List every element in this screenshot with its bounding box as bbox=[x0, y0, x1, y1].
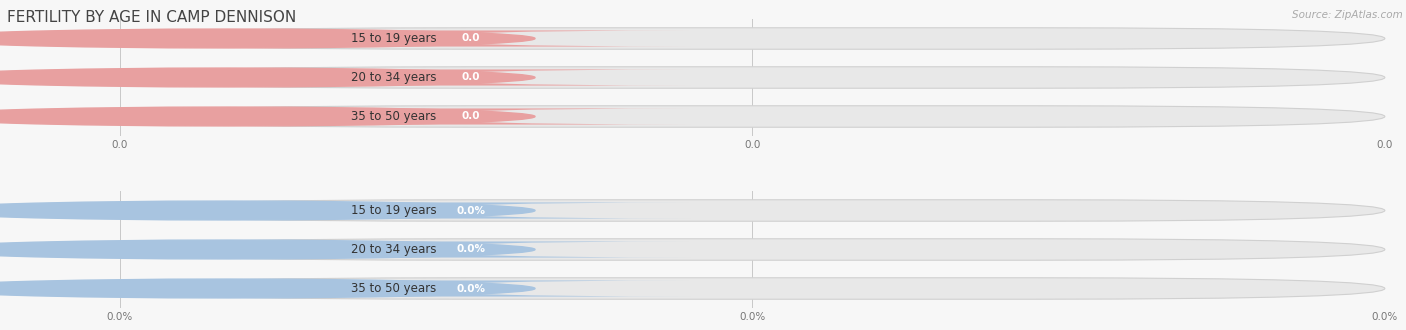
FancyBboxPatch shape bbox=[120, 67, 1385, 88]
FancyBboxPatch shape bbox=[120, 106, 1385, 127]
Text: 0.0: 0.0 bbox=[461, 34, 479, 44]
Text: Source: ZipAtlas.com: Source: ZipAtlas.com bbox=[1292, 10, 1403, 20]
Circle shape bbox=[0, 240, 536, 259]
FancyBboxPatch shape bbox=[120, 28, 1385, 49]
Text: FERTILITY BY AGE IN CAMP DENNISON: FERTILITY BY AGE IN CAMP DENNISON bbox=[7, 10, 297, 25]
Text: 15 to 19 years: 15 to 19 years bbox=[352, 204, 437, 217]
FancyBboxPatch shape bbox=[250, 242, 690, 257]
FancyBboxPatch shape bbox=[250, 109, 690, 124]
FancyBboxPatch shape bbox=[117, 201, 443, 220]
FancyBboxPatch shape bbox=[120, 200, 1385, 221]
FancyBboxPatch shape bbox=[117, 29, 443, 48]
FancyBboxPatch shape bbox=[250, 203, 690, 218]
Text: 0.0%: 0.0% bbox=[456, 206, 485, 215]
Text: 0.0%: 0.0% bbox=[456, 283, 485, 293]
FancyBboxPatch shape bbox=[250, 69, 690, 85]
Text: 0.0%: 0.0% bbox=[456, 245, 485, 254]
Circle shape bbox=[0, 107, 536, 126]
Circle shape bbox=[0, 201, 536, 220]
Text: 20 to 34 years: 20 to 34 years bbox=[352, 243, 437, 256]
Text: 15 to 19 years: 15 to 19 years bbox=[352, 32, 437, 45]
FancyBboxPatch shape bbox=[120, 239, 1385, 260]
Text: 35 to 50 years: 35 to 50 years bbox=[352, 282, 436, 295]
FancyBboxPatch shape bbox=[117, 107, 443, 126]
Text: 20 to 34 years: 20 to 34 years bbox=[352, 71, 437, 84]
Text: 0.0: 0.0 bbox=[461, 112, 479, 121]
FancyBboxPatch shape bbox=[117, 68, 443, 87]
Circle shape bbox=[0, 68, 536, 87]
FancyBboxPatch shape bbox=[117, 279, 443, 298]
Circle shape bbox=[0, 279, 536, 298]
Circle shape bbox=[0, 29, 536, 48]
FancyBboxPatch shape bbox=[117, 240, 443, 259]
Text: 35 to 50 years: 35 to 50 years bbox=[352, 110, 436, 123]
FancyBboxPatch shape bbox=[250, 30, 690, 47]
Text: 0.0: 0.0 bbox=[461, 73, 479, 82]
FancyBboxPatch shape bbox=[250, 280, 690, 297]
FancyBboxPatch shape bbox=[120, 278, 1385, 299]
